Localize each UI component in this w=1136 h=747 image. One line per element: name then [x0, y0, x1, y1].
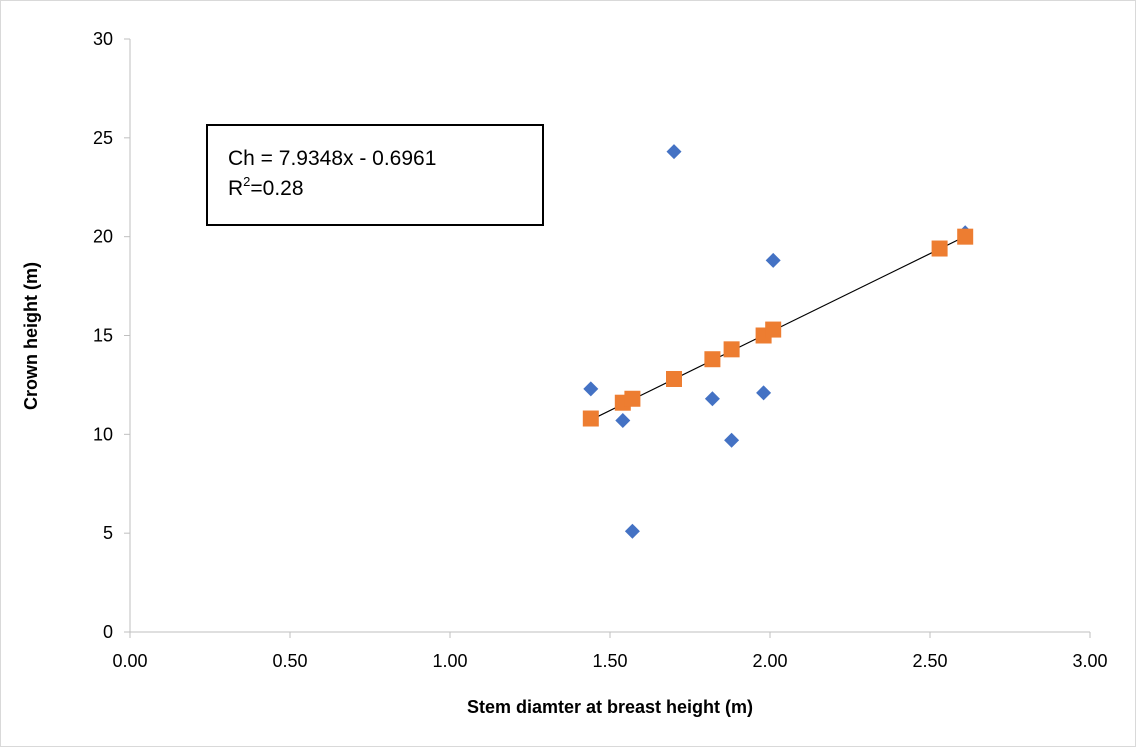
x-tick-label: 1.00	[432, 651, 467, 671]
data-point-square	[582, 410, 599, 427]
data-point-diamond	[624, 523, 640, 539]
data-point-square	[931, 240, 948, 257]
data-point-diamond	[704, 391, 720, 407]
y-tick-label: 0	[103, 622, 113, 642]
x-tick-label: 3.00	[1072, 651, 1107, 671]
x-axis-title: Stem diamter at breast height (m)	[467, 697, 753, 717]
y-axis-title: Crown height (m)	[21, 262, 41, 410]
y-tick-label: 30	[93, 29, 113, 49]
r-squared-value: =0.28	[250, 177, 304, 200]
regression-annotation-box: Ch = 7.9348x - 0.6961 R2=0.28	[206, 124, 544, 226]
data-point-diamond	[756, 385, 772, 401]
data-point-square	[723, 341, 740, 358]
data-point-square	[624, 390, 641, 407]
y-tick-label: 20	[93, 227, 113, 247]
series-1	[583, 144, 973, 539]
data-point-diamond	[765, 252, 781, 268]
data-point-diamond	[615, 412, 631, 428]
data-point-square	[957, 228, 974, 245]
x-tick-label: 1.50	[592, 651, 627, 671]
tick-marks	[124, 38, 1091, 638]
series-layer	[582, 144, 974, 539]
r-squared-superscript: 2	[243, 174, 251, 189]
y-tick-label: 10	[93, 424, 113, 444]
series-2	[582, 228, 974, 427]
y-tick-label: 5	[103, 523, 113, 543]
regression-equation: Ch = 7.9348x - 0.6961	[228, 147, 437, 170]
y-tick-label: 25	[93, 128, 113, 148]
x-tick-label: 0.00	[112, 651, 147, 671]
data-point-diamond	[724, 432, 740, 448]
data-point-diamond	[666, 144, 682, 160]
data-point-square	[765, 321, 782, 338]
data-point-square	[704, 351, 721, 368]
x-tick-label: 2.00	[752, 651, 787, 671]
data-point-square	[666, 370, 682, 387]
y-tick-label: 15	[93, 326, 113, 346]
r-squared-prefix: R	[228, 177, 244, 200]
x-tick-label: 0.50	[272, 651, 307, 671]
data-point-diamond	[583, 381, 599, 397]
x-tick-label: 2.50	[912, 651, 947, 671]
r-squared-label: R2=0.28	[228, 174, 542, 204]
